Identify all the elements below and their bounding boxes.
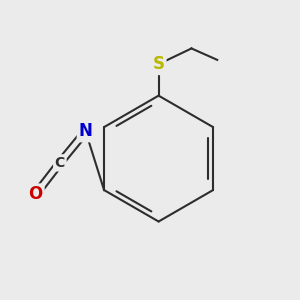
Text: O: O bbox=[28, 185, 43, 203]
Text: N: N bbox=[79, 122, 93, 140]
Text: C: C bbox=[55, 156, 65, 170]
Text: S: S bbox=[153, 55, 165, 73]
